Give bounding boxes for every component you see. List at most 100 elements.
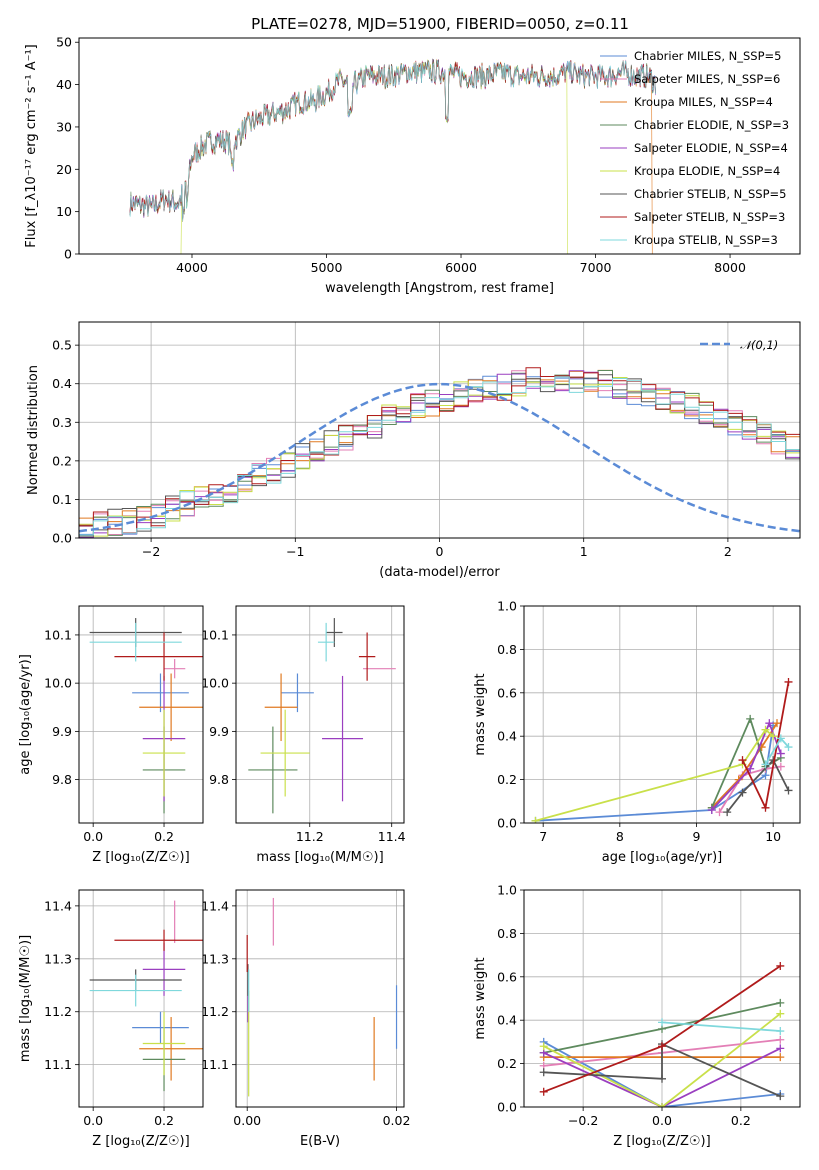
plot-area xyxy=(89,618,203,814)
weight-marker xyxy=(769,732,778,741)
y-tick-label: 9.8 xyxy=(209,772,229,787)
y-tick-label: 0.5 xyxy=(52,338,72,353)
weight-marker xyxy=(531,816,540,823)
x-tick-label: 0.2 xyxy=(731,1113,751,1128)
weight-marker xyxy=(776,734,785,743)
histogram-series xyxy=(79,370,800,538)
plot-area xyxy=(89,900,203,1092)
y-tick-label: 0.0 xyxy=(52,531,72,546)
weight-line xyxy=(543,1047,781,1107)
x-tick-label: 7 xyxy=(539,829,547,844)
weight-marker xyxy=(784,786,793,795)
y-tick-label: 9.9 xyxy=(209,724,229,739)
weight-marker xyxy=(776,998,785,1007)
figure-title: PLATE=0278, MJD=51900, FIBERID=0050, z=0… xyxy=(251,15,629,33)
y-tick-label: 0.8 xyxy=(497,926,517,941)
x-tick-label: 1 xyxy=(580,544,588,559)
plot-area xyxy=(531,677,793,823)
weight-marker xyxy=(776,749,785,758)
spectrum-line xyxy=(130,59,656,254)
y-tick-label: 10.0 xyxy=(44,676,72,691)
weight-marker xyxy=(539,1087,548,1096)
weight-line xyxy=(543,1041,781,1107)
y-tick-label: 0.4 xyxy=(52,376,72,391)
plot-area xyxy=(246,897,398,1097)
legend-label: Kroupa MILES, N_SSP=4 xyxy=(634,95,773,109)
weight-marker xyxy=(776,1035,785,1044)
gaussian-curve xyxy=(79,382,800,533)
weight-line xyxy=(711,722,778,809)
y-tick-label: 0.8 xyxy=(497,642,517,657)
legend-label: Salpeter ELODIE, N_SSP=4 xyxy=(634,141,788,155)
x-tick-label: 8 xyxy=(616,829,624,844)
y-axis-label: mass [log₁₀(M/M☉)] xyxy=(18,935,33,1062)
y-tick-label: 11.2 xyxy=(201,1004,229,1019)
weight-marker xyxy=(761,760,770,769)
weight-marker xyxy=(784,743,793,752)
histogram-series xyxy=(79,367,800,534)
histogram-series xyxy=(79,377,800,537)
y-tick-label: 0.6 xyxy=(497,685,517,700)
y-tick-label: 11.4 xyxy=(201,898,229,913)
x-tick-label: 10 xyxy=(765,829,781,844)
panel-spectrum: 4000 5000 6000 7000 8000 0 10 20 30 40 50 wavelengt… xyxy=(24,35,801,296)
y-tick-label: 0.3 xyxy=(52,415,72,430)
weight-marker xyxy=(723,808,732,817)
x-axis-label: Z [log₁₀(Z/Z☉)] xyxy=(613,1134,710,1149)
y-tick-label: 1.0 xyxy=(497,883,517,898)
histogram-series xyxy=(79,374,800,537)
x-tick-label: 5000 xyxy=(311,260,343,275)
y-axis-label: Flux [f_λ10⁻¹⁷ erg cm⁻² s⁻¹ A⁻¹] xyxy=(24,44,39,248)
x-tick-label: 0.2 xyxy=(154,1113,174,1128)
y-tick-label: 10.1 xyxy=(44,627,72,642)
y-tick-label: 0.1 xyxy=(52,492,72,507)
axes-frame xyxy=(235,605,405,824)
y-tick-label: 0 xyxy=(64,247,72,262)
y-tick-label: 0.6 xyxy=(497,969,517,984)
weight-marker xyxy=(658,1074,666,1083)
weight-marker xyxy=(658,1042,666,1051)
x-tick-label: 4000 xyxy=(176,260,208,275)
y-tick-label: 11.1 xyxy=(201,1057,229,1072)
weight-marker xyxy=(761,725,770,734)
legend-label: Chabrier STELIB, N_SSP=5 xyxy=(634,187,786,201)
weight-marker xyxy=(539,1068,548,1077)
x-tick-label: 2 xyxy=(724,544,732,559)
x-tick-label: 0.0 xyxy=(83,1113,103,1128)
x-tick-label: 7000 xyxy=(580,260,612,275)
weight-marker xyxy=(776,1092,785,1101)
axes-frame xyxy=(235,889,405,1108)
y-tick-label: 11.3 xyxy=(44,951,72,966)
weight-line xyxy=(535,725,775,822)
y-axis-label: mass weight xyxy=(473,957,488,1039)
x-tick-label: 0.0 xyxy=(652,1113,672,1128)
weight-line xyxy=(741,681,790,811)
x-tick-label: 0.02 xyxy=(383,1113,411,1128)
y-tick-label: 10.1 xyxy=(201,627,229,642)
y-tick-label: 0.4 xyxy=(497,729,517,744)
weight-marker xyxy=(776,961,785,970)
x-axis-label: Z [log₁₀(Z/Z☉)] xyxy=(92,1134,189,1149)
weight-marker xyxy=(715,808,724,817)
legend-label: Chabrier MILES, N_SSP=5 xyxy=(634,49,781,63)
x-tick-label: −2 xyxy=(142,544,160,559)
y-tick-label: 11.3 xyxy=(201,951,229,966)
histogram-series xyxy=(79,370,800,535)
panel-residuals: −2 −1 0 1 2 0.0 0.1 0.2 0.3 0.4 0.5 (data-model)/er… xyxy=(26,321,801,580)
y-tick-label: 1.0 xyxy=(497,599,517,614)
x-tick-label: 0 xyxy=(436,544,444,559)
panel-age_vs_mass: 11.2 11.4 9.8 9.9 10.0 10.1 mass [log₁₀(M/M☉)] xyxy=(201,605,406,865)
y-tick-label: 0.2 xyxy=(497,772,517,787)
weight-marker xyxy=(658,1103,666,1107)
axes-frame xyxy=(78,321,801,539)
weight-marker xyxy=(784,677,793,686)
y-tick-label: 40 xyxy=(56,77,72,92)
spectrum-line xyxy=(129,59,656,220)
y-axis-label: mass weight xyxy=(473,673,488,755)
weight-marker xyxy=(776,762,785,771)
y-axis-label: Normed distribution xyxy=(26,365,41,495)
weight-marker xyxy=(707,805,716,814)
x-tick-label: 11.4 xyxy=(378,829,406,844)
axes-frame xyxy=(523,889,801,1108)
